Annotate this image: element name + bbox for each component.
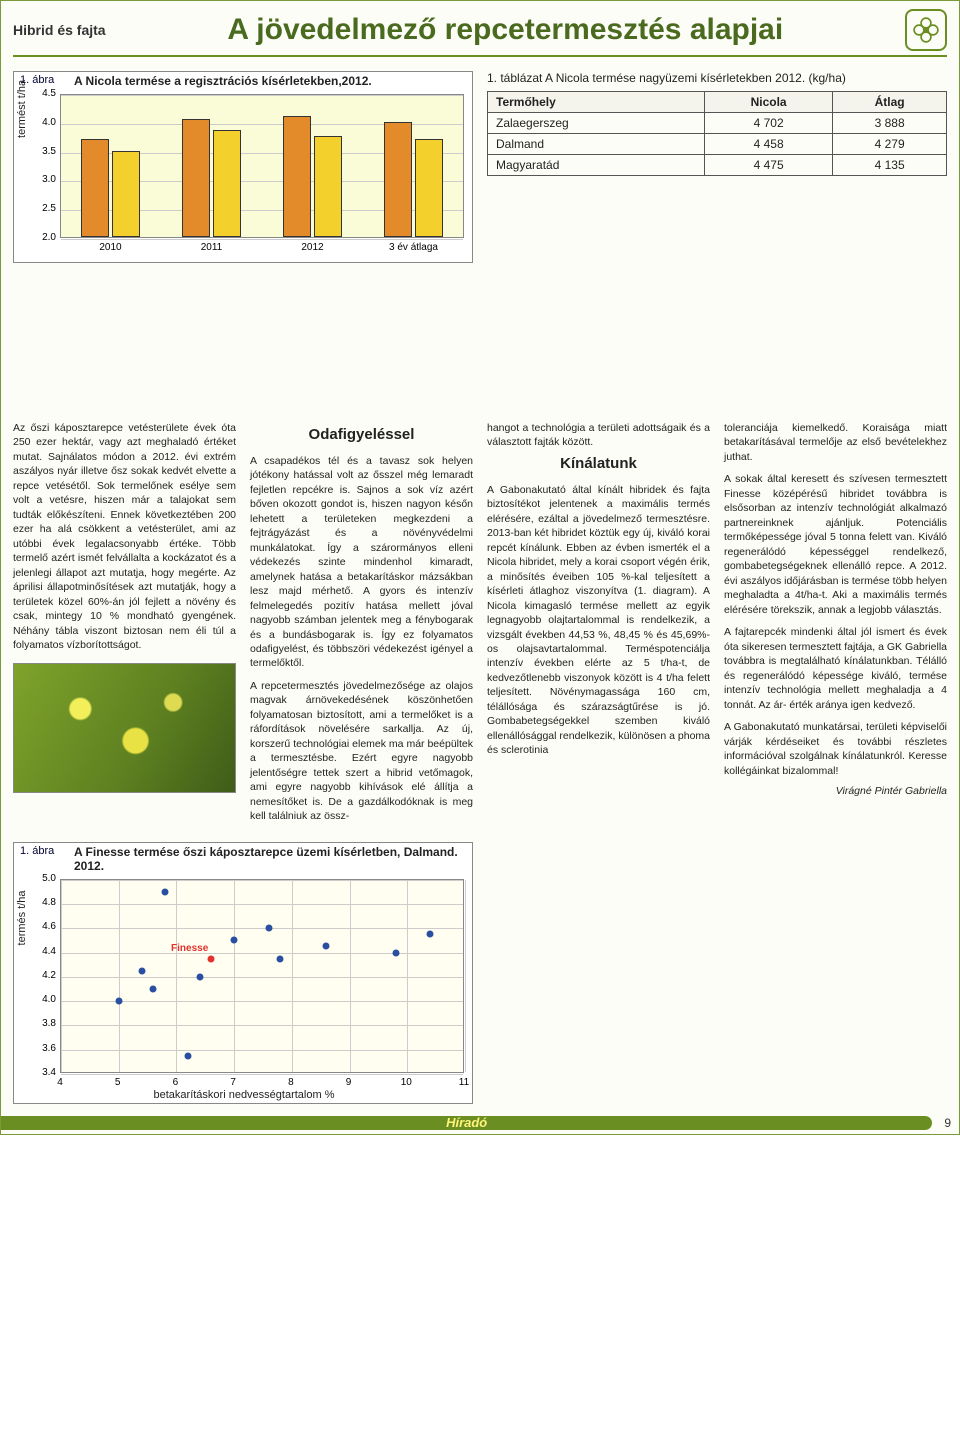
- table-caption: 1. táblázat A Nicola termése nagyüzemi k…: [487, 71, 947, 85]
- subheading: Kínálatunk: [487, 454, 710, 475]
- footer-label: Híradó: [446, 1115, 487, 1130]
- body-text: Az őszi káposztarepce vetésterülete évek…: [13, 421, 236, 653]
- table-header: Átlag: [833, 92, 947, 113]
- chart-2: 1. ábraA Finesse termése őszi káposztare…: [13, 842, 473, 1104]
- table-1: 1. táblázat A Nicola termése nagyüzemi k…: [487, 71, 947, 176]
- section-label: Hibrid és fajta: [13, 22, 106, 38]
- author-signature: Virágné Pintér Gabriella: [724, 784, 947, 798]
- footer-bar: Híradó: [1, 1116, 932, 1130]
- chart-1: 1. ábraA Nicola termése a regisztrációs …: [13, 71, 473, 263]
- table-row: Dalmand4 4584 279: [488, 134, 947, 155]
- table-row: Magyaratád4 4754 135: [488, 155, 947, 176]
- page-title: A jövedelmező repcetermesztés alapjai: [106, 13, 905, 47]
- body-text: A Gabonakutató által kínált hibridek és …: [487, 483, 710, 758]
- subheading: Odafigyeléssel: [250, 425, 473, 446]
- logo-icon: [905, 9, 947, 51]
- title-rule: [13, 55, 947, 57]
- table-row: Zalaegerszeg4 7023 888: [488, 113, 947, 134]
- table-header: Termőhely: [488, 92, 705, 113]
- table-header: Nicola: [705, 92, 833, 113]
- body-text: A Gabonakutató munkatársai, területi kép…: [724, 720, 947, 778]
- body-text: A sokak által keresett és szívesen terme…: [724, 472, 947, 617]
- field-photo-2: [499, 836, 947, 1096]
- body-text: A repcetermesztés jövedelmezősége az ola…: [250, 679, 473, 824]
- flower-photo: [13, 663, 236, 793]
- page-number: 9: [944, 1116, 951, 1130]
- body-text: hangot a technológia a területi adottság…: [487, 421, 710, 450]
- body-text: toleranciája kiemelkedő. Koraisága miatt…: [724, 421, 947, 464]
- body-text: A fajtarepcék mindenki által jól ismert …: [724, 625, 947, 712]
- body-text: A csapadékos tél és a tavasz sok helyen …: [250, 454, 473, 671]
